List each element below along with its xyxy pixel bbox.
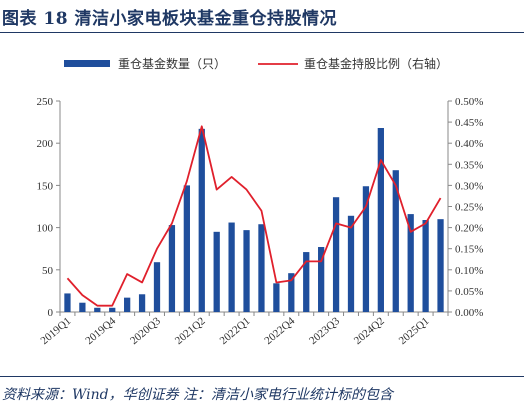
bar (407, 214, 414, 312)
left-y-tick-label: 50 (42, 265, 54, 277)
bar (422, 220, 429, 312)
bar (198, 128, 205, 312)
bar (64, 293, 71, 312)
bar (213, 231, 220, 312)
legend-bar-label: 重仓基金数量（只） (118, 56, 226, 71)
bar (153, 262, 161, 312)
right-y-tick-label: 0.05% (455, 286, 483, 298)
right-y-tick-label: 0.40% (455, 138, 483, 150)
right-y-tick-label: 0.45% (455, 117, 483, 129)
legend-bar-swatch (64, 60, 110, 67)
left-y-tick-label: 150 (37, 180, 54, 192)
source-note: 资料来源：Wind，华创证券 注：清洁小家电行业统计标的包含 (2, 387, 394, 403)
x-tick-label: 2023Q3 (307, 315, 342, 347)
x-tick-label: 2021Q2 (173, 315, 208, 347)
bar (362, 186, 370, 312)
bar (183, 185, 190, 312)
bar (288, 273, 295, 312)
left-y-tick-label: 250 (37, 96, 54, 108)
bar (168, 225, 176, 312)
chart-canvas: 重仓基金数量（只） 重仓基金持股比例（右轴） 2019Q1 2019Q4 2020Q… (37, 56, 484, 347)
left-y-tick-label: 200 (37, 138, 54, 150)
bar (243, 230, 250, 312)
bar (258, 224, 265, 312)
x-tick-label: 2025Q1 (397, 315, 432, 347)
right-y-tick-label: 0.00% (455, 307, 483, 319)
right-y-tick-label: 0.25% (455, 202, 483, 214)
x-tick-label: 2022Q4 (262, 315, 297, 347)
bar (392, 170, 399, 312)
left-y-tick-label: 0 (48, 307, 54, 319)
right-y-tick-label: 0.10% (455, 265, 483, 277)
right-y-axis-ticks: 0.00% 0.05% 0.10% 0.15% 0.20% 0.25% 0.30% 0.35%… (448, 96, 483, 319)
right-y-tick-label: 0.20% (455, 223, 483, 235)
x-axis-ticks: 2019Q1 2019Q4 2020Q3 2021Q2 2022Q1 2022Q4 2023… (39, 312, 449, 347)
bar (228, 222, 235, 312)
right-y-tick-label: 0.30% (455, 180, 483, 192)
bar (138, 294, 146, 312)
line-series (66, 125, 442, 307)
right-y-tick-label: 0.15% (455, 244, 483, 256)
left-y-axis-ticks: 0 50 100 150 200 250 (37, 96, 60, 319)
bar (94, 307, 101, 312)
bar (332, 197, 340, 312)
bar (347, 215, 355, 312)
bar (377, 128, 384, 312)
left-y-tick-label: 100 (37, 223, 54, 235)
source-divider (0, 376, 524, 377)
bar (303, 252, 310, 312)
x-tick-label: 2024Q2 (352, 315, 387, 347)
chart-legend: 重仓基金数量（只） 重仓基金持股比例（右轴） (64, 56, 448, 71)
x-tick-label: 2020Q3 (128, 315, 163, 347)
bar (124, 297, 131, 312)
right-y-tick-label: 0.35% (455, 159, 483, 171)
right-y-tick-label: 0.50% (455, 96, 483, 108)
bar (318, 247, 325, 312)
bar (273, 283, 280, 312)
title-divider (0, 32, 524, 33)
bar (109, 307, 116, 312)
bar (437, 219, 444, 312)
x-tick-label: 2019Q4 (83, 315, 118, 347)
figure-title: 图表 18 清洁小家电板块基金重仓持股情况 (2, 9, 337, 29)
chart-axes (59, 101, 449, 313)
holding-ratio-line (66, 125, 442, 307)
bar (79, 302, 86, 312)
bar-series (64, 128, 444, 312)
x-tick-label: 2019Q1 (39, 315, 74, 347)
x-tick-label: 2022Q1 (218, 315, 253, 347)
legend-line-label: 重仓基金持股比例（右轴） (304, 56, 448, 71)
